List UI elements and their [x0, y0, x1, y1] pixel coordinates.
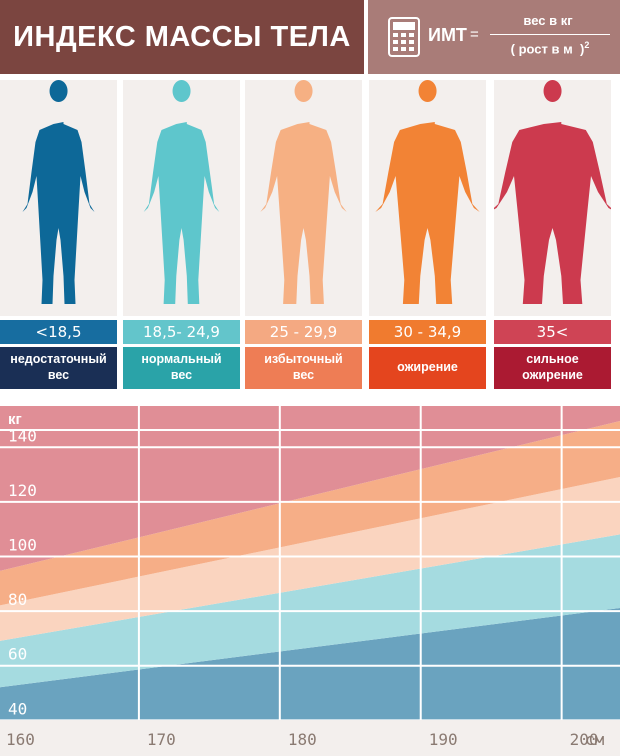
figure-panel-normal	[123, 80, 240, 316]
figure-panel-overweight	[245, 80, 362, 316]
bmi-range-overweight: 25 - 29,9	[245, 320, 362, 344]
bmi-range-underweight: <18,5	[0, 320, 117, 344]
x-tick-label: 160	[6, 730, 35, 749]
category-label-overweight: избыточный вес	[245, 347, 362, 389]
y-tick-label: 140	[8, 426, 37, 445]
formula-equals: =	[470, 26, 479, 43]
x-tick-label: 170	[147, 730, 176, 749]
chart-band-2	[0, 476, 620, 641]
body-silhouette-2	[260, 80, 347, 304]
formula-label: ИМТ	[428, 25, 467, 45]
y-tick-label: 100	[8, 536, 37, 555]
x-tick-label: 190	[429, 730, 458, 749]
figure-panel-obese	[369, 80, 486, 316]
bmi-range-severe-obese: 35<	[494, 320, 611, 344]
bmi-range-obese: 30 - 34,9	[369, 320, 486, 344]
body-silhouette-0	[22, 80, 95, 304]
formula-banner: ИМТ = вес в кг ( рост в м )2	[368, 0, 620, 74]
x-tick-label: 180	[288, 730, 317, 749]
page-title: ИНДЕКС МАССЫ ТЕЛА	[13, 20, 351, 53]
x-axis-band	[0, 720, 620, 756]
chart-band-0	[0, 608, 620, 720]
formula-numerator: вес в кг	[523, 13, 573, 28]
bmi-range-normal: 18,5- 24,9	[123, 320, 240, 344]
bmi-chart: кг 40 60 80 100 120 140	[0, 406, 620, 720]
body-silhouette-1	[143, 80, 220, 304]
figure-panel-severe-obese	[494, 80, 611, 316]
body-silhouette-4	[494, 80, 611, 304]
chart-band-3	[0, 421, 620, 606]
y-tick-label: 80	[8, 590, 27, 609]
category-label-normal: нормальный вес	[123, 347, 240, 389]
figure-panel-underweight	[0, 80, 117, 316]
y-tick-label: 40	[8, 699, 27, 718]
y-tick-label: 120	[8, 481, 37, 500]
category-label-obese: ожирение	[369, 347, 486, 389]
body-silhouette-3	[375, 80, 480, 304]
body-silhouette-icon	[260, 80, 347, 304]
body-silhouette-icon	[494, 80, 611, 304]
y-tick-label: 60	[8, 645, 27, 664]
body-silhouette-icon	[143, 80, 220, 304]
x-tick-label: 200	[570, 730, 599, 749]
body-silhouette-icon	[22, 80, 95, 304]
body-silhouette-icon	[375, 80, 480, 304]
x-axis-unit: см	[585, 730, 605, 749]
formula-denominator: ( рост в м )2	[510, 40, 590, 57]
y-axis-unit: кг	[8, 411, 22, 428]
category-label-underweight: недостаточный вес	[0, 347, 117, 389]
fraction-line	[490, 34, 610, 35]
calculator-icon	[388, 17, 420, 57]
title-banner: ИНДЕКС МАССЫ ТЕЛА	[0, 0, 364, 74]
category-label-severe-obese: сильное ожирение	[494, 347, 611, 389]
